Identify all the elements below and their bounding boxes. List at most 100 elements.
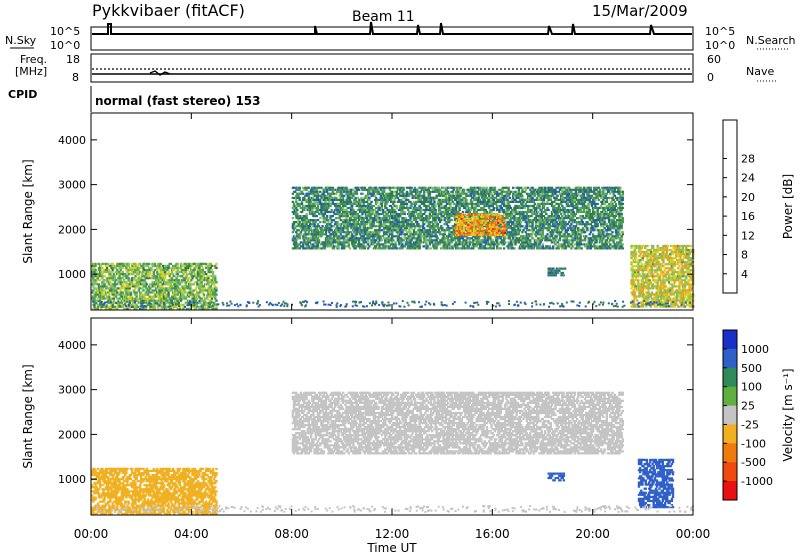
echo-cell <box>340 192 344 195</box>
echo-cell <box>443 243 446 246</box>
echo-cell <box>394 219 397 222</box>
echo-cell <box>587 204 590 208</box>
echo-cell <box>381 223 385 226</box>
echo-cell <box>340 247 344 250</box>
freq-panel <box>90 53 694 83</box>
echo-cell <box>453 223 457 226</box>
echo-cell <box>536 219 539 222</box>
echo-cell <box>380 202 384 205</box>
echo-cell <box>325 194 329 197</box>
echo-cell <box>428 212 432 216</box>
echo-cell <box>388 192 392 195</box>
echo-cell <box>303 225 306 228</box>
echo-cell <box>370 225 373 228</box>
echo-cell <box>518 223 522 226</box>
echo-cell <box>376 237 379 240</box>
echo-cell <box>370 227 373 230</box>
echo-cell <box>335 198 338 201</box>
echo-cell <box>506 192 509 195</box>
echo-cell <box>571 229 574 232</box>
echo-cell <box>301 247 305 250</box>
echo-cell <box>526 217 530 220</box>
echo-cell <box>518 247 522 250</box>
echo-cell <box>620 235 623 238</box>
echo-cell <box>469 198 473 201</box>
echo-cell <box>589 223 593 226</box>
echo-cell <box>371 219 374 222</box>
echo-cell <box>305 241 308 244</box>
echo-cell <box>385 192 388 195</box>
echo-cell <box>482 206 485 210</box>
echo-cell <box>494 237 498 240</box>
echo-cell <box>307 208 311 212</box>
echo-cell <box>335 212 338 216</box>
echo-cell <box>362 202 365 205</box>
echo-cell <box>437 190 441 193</box>
echo-cell <box>500 241 503 244</box>
echo-cell <box>488 196 491 199</box>
echo-cell <box>368 188 371 191</box>
echo-cell <box>324 231 328 234</box>
echo-cell <box>383 188 386 191</box>
echo-cell <box>470 237 474 240</box>
echo-cell <box>386 198 389 201</box>
echo-cell <box>470 233 474 237</box>
echo-cell <box>370 200 373 203</box>
echo-cell <box>340 212 344 216</box>
echo-cell <box>607 217 611 220</box>
echo-cell <box>617 225 620 228</box>
echo-cell <box>485 210 489 214</box>
echo-cell <box>605 223 608 226</box>
echo-cell <box>309 210 313 214</box>
echo-cell <box>541 190 545 193</box>
echo-cell <box>396 229 400 232</box>
echo-cell <box>467 225 470 228</box>
echo-cell <box>541 231 545 234</box>
echo-cell <box>311 223 314 226</box>
echo-cell <box>509 210 513 214</box>
echo-cell <box>547 229 550 232</box>
echo-cell <box>496 245 499 248</box>
echo-cell <box>593 190 596 193</box>
echo-cell <box>550 186 554 189</box>
echo-cell <box>425 208 428 212</box>
echo-cell <box>582 229 586 232</box>
echo-cell <box>586 221 589 224</box>
echo-cell <box>561 243 564 246</box>
echo-cell <box>604 241 607 244</box>
echo-cell <box>454 235 458 238</box>
nave-tick-top: 60 <box>707 53 721 66</box>
echo-cell <box>418 227 421 230</box>
echo-cell <box>459 233 462 237</box>
echo-cell <box>530 235 533 238</box>
echo-cell <box>590 212 594 216</box>
echo-cell <box>343 190 346 193</box>
echo-cell <box>309 239 313 242</box>
echo-cell <box>602 194 605 197</box>
echo-cell <box>591 227 595 230</box>
echo-cell <box>455 215 459 218</box>
echo-cell <box>400 186 403 189</box>
echo-cell <box>566 229 570 232</box>
echo-cell <box>610 219 613 222</box>
echo-cell <box>565 210 569 214</box>
echo-cell <box>392 245 395 248</box>
echo-cell <box>431 225 434 228</box>
echo-cell <box>407 239 410 242</box>
echo-cell <box>325 223 329 226</box>
echo-cell <box>345 235 348 238</box>
echo-cell <box>522 229 525 232</box>
echo-cell <box>565 192 569 195</box>
echo-cell <box>351 233 354 236</box>
echo-region <box>454 213 507 237</box>
echo-cell <box>476 192 479 195</box>
echo-cell <box>380 186 384 189</box>
echo-cell <box>446 245 450 248</box>
echo-cell <box>462 188 466 191</box>
echo-cell <box>470 247 474 250</box>
echo-cell <box>517 186 521 189</box>
echo-cell <box>404 200 408 203</box>
echo-cell <box>303 221 306 224</box>
echo-cell <box>454 243 458 246</box>
echo-cell <box>385 233 388 236</box>
